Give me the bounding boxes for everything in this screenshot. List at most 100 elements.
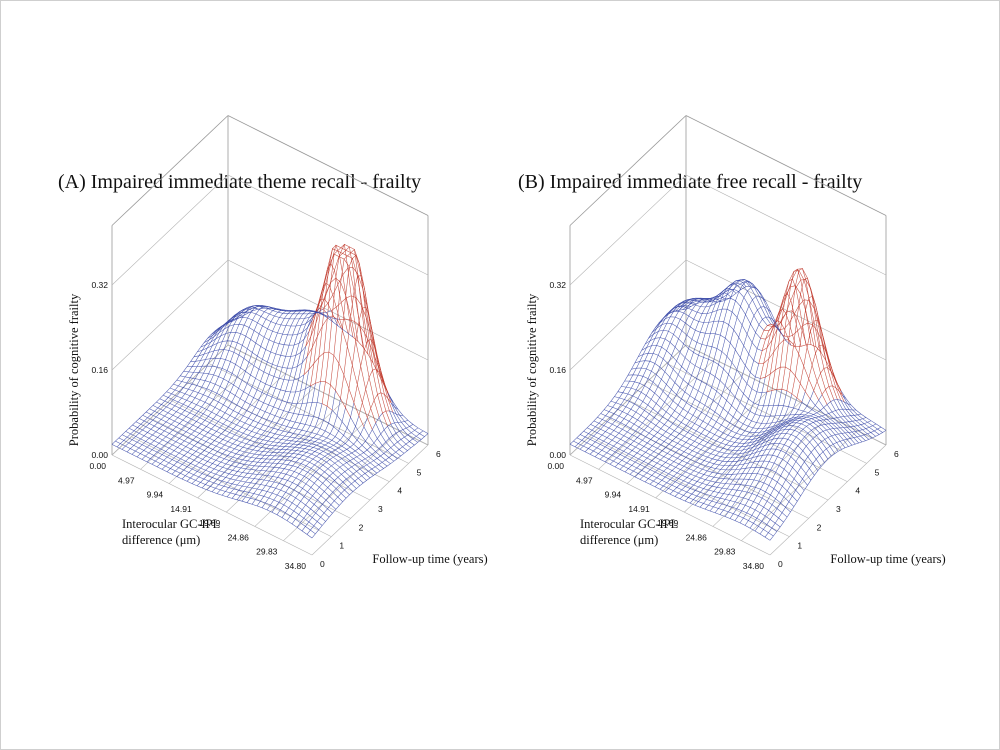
chart-b-mesh-line: [758, 326, 787, 364]
chart-a-mesh-line: [315, 244, 392, 425]
chart-a-ygrid-0: [111, 454, 313, 556]
chart-b-z-tick-label: 0.00: [549, 450, 566, 460]
chart-a-mesh-line: [169, 387, 371, 479]
chart-b-mesh-line: [634, 360, 836, 454]
chart-a-mesh-line: [176, 310, 294, 477]
chart-a-y-axis-label: Follow-up time (years): [372, 552, 487, 566]
chart-b-x-tick-label: 34.80: [743, 561, 765, 571]
chart-a-mesh-line: [303, 351, 365, 427]
chart-a-mesh-line: [197, 340, 308, 369]
chart-a-mesh-line: [145, 411, 347, 499]
chart-a-mesh-line: [390, 423, 412, 449]
chart-b-surface-mesh: [569, 268, 887, 541]
chart-a-z-tick-label: 0.00: [91, 450, 108, 460]
chart-a-x-tick-label: 0.00: [89, 461, 106, 471]
chart-b-mesh-line: [655, 316, 761, 379]
chart-a-mesh-line: [159, 398, 360, 486]
chart-b-mesh-line: [607, 405, 808, 486]
chart-b-ygrid-1: [589, 436, 790, 537]
chart-b-mesh-line: [597, 417, 798, 502]
chart-b-mesh-line: [586, 427, 788, 518]
chart-a-mesh-line: [115, 440, 316, 535]
chart-b-mesh-line: [840, 400, 876, 437]
chart-a-mesh-line: [207, 317, 313, 339]
chart-a-y-tick-label: 2: [359, 522, 364, 532]
chart-a-mesh-line: [166, 391, 367, 481]
chart-b-mesh-line: [810, 398, 856, 445]
chart-a-mesh-line: [231, 385, 311, 499]
chart-b-mesh-line: [583, 430, 784, 523]
chart-a-mesh-line: [310, 263, 349, 386]
chart-b-x-axis-label-line1: Interocular GC-IPL: [580, 517, 678, 531]
chart-b-y-tick-label: 0: [778, 559, 783, 569]
chart-b-mesh-line: [818, 399, 859, 444]
chart-a-mesh-line: [307, 315, 373, 430]
chart-b-mesh-line: [770, 279, 842, 401]
chart-a-mesh-line: [136, 308, 254, 458]
chart-a-mesh-line: [375, 422, 401, 457]
chart-b-mesh-line: [719, 391, 806, 515]
chart-a-mesh-line: [187, 365, 323, 404]
chart-b-mesh-line: [648, 329, 849, 447]
chart-b-mesh-line: [758, 339, 819, 401]
chart-a-mesh-line: [183, 371, 384, 469]
chart-b-x-tick-label: 19.89: [657, 518, 679, 528]
chart-a-x-tick-label: 24.86: [228, 532, 250, 542]
chart-b-mesh-line: [668, 289, 765, 331]
chart-a-surface-mesh: [111, 243, 429, 539]
chart-a-mesh-line: [227, 307, 354, 338]
chart-a-mesh-line: [149, 408, 350, 495]
chart-a-mesh-line: [305, 277, 376, 424]
chart-b-mesh-line: [573, 440, 774, 537]
chart-b-y-tick-label: 5: [875, 467, 880, 477]
chart-a-mesh-line: [350, 417, 391, 464]
chart-a-mesh-line: [190, 357, 311, 393]
chart-a-mesh-line: [308, 282, 344, 370]
chart-b-x-tick-label: 24.86: [686, 532, 708, 542]
chart-b-mesh-line: [651, 322, 767, 394]
chart-a-y-tick-label: 1: [339, 541, 344, 551]
chart-b-x-tick-label: 0.00: [547, 461, 564, 471]
chart-a-mesh-line: [221, 305, 332, 327]
chart-b-mesh-line: [782, 322, 843, 396]
chart-a-mesh-line: [392, 412, 418, 443]
chart-b-mesh-line: [843, 401, 880, 435]
chart-a-mesh-line: [256, 390, 336, 507]
chart-a-z-axis-label: Probability of cognitive frailty: [67, 293, 81, 446]
chart-a-mesh-line: [286, 412, 383, 521]
chart-b-mesh-line: [826, 404, 863, 443]
chart-a-mesh-line: [152, 405, 354, 492]
chart-a-mesh-line: [122, 434, 323, 526]
chart-a-mesh-line: [111, 444, 313, 539]
chart-a-mesh-line: [266, 407, 346, 511]
chart-b-y-tick-label: 3: [836, 504, 841, 514]
chart-a-ygrid-1: [131, 436, 332, 537]
chart-b-mesh-line: [617, 391, 819, 471]
chart-b-mesh-line: [661, 306, 763, 352]
chart-a-y-tick-label: 5: [417, 467, 422, 477]
chart-b-mesh-line: [600, 413, 801, 497]
chart-b-mesh-line: [641, 345, 842, 450]
chart-a-mesh-line: [135, 421, 337, 510]
chart-a-mesh-line: [331, 295, 392, 404]
chart-b-surface-plot: 0.00 0.16 0.32 0.00 4.97 9.94 14.91 19.89 24.86 2…: [525, 115, 946, 571]
chart-a-mesh-line: [335, 254, 374, 391]
chart-a-mesh-line: [321, 403, 333, 411]
chart-a-mesh-line: [163, 394, 364, 484]
chart-a-mesh-line: [308, 253, 380, 418]
chart-b-mesh-line: [644, 337, 846, 448]
chart-b-mesh-line: [759, 423, 877, 535]
chart-b-mesh-line: [699, 389, 783, 508]
chart-a-mesh-line: [261, 398, 341, 508]
chart-a-mesh-line: [353, 339, 389, 403]
chart-b-zgrid-1: [569, 259, 887, 371]
chart-b-mesh-line: [589, 297, 707, 455]
chart-b-mesh-line: [603, 409, 805, 491]
chart-a-mesh-line: [315, 244, 354, 384]
chart-a-mesh-line: [372, 429, 398, 459]
chart-b-mesh-line: [610, 400, 812, 481]
chart-a-zgrid-2: [111, 174, 429, 286]
chart-a-mesh-line: [236, 383, 316, 500]
chart-a-mesh-line: [125, 431, 326, 522]
chart-b-mesh-line: [679, 279, 780, 330]
